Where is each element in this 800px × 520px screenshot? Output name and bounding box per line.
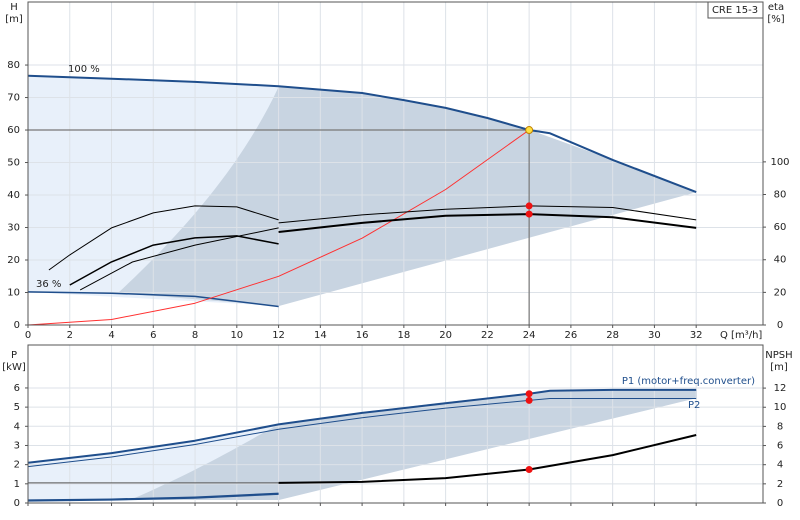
series-line bbox=[27, 493, 279, 502]
chart-title: CRE 15-3 bbox=[712, 5, 758, 16]
x-tick-label: 30 bbox=[648, 330, 661, 341]
operating-point bbox=[525, 465, 533, 473]
y2-tick-label: 10 bbox=[774, 402, 787, 413]
y2-tick-label: 80 bbox=[774, 189, 787, 200]
operating-point bbox=[525, 210, 533, 218]
y-tick-label: 70 bbox=[7, 93, 20, 104]
y2-tick-label: 40 bbox=[774, 255, 787, 266]
operating-point bbox=[525, 126, 534, 135]
y-axis-label: H bbox=[10, 2, 18, 13]
series-line bbox=[27, 291, 279, 308]
y-tick-label: 2 bbox=[14, 460, 20, 471]
y2-tick-label: 2 bbox=[777, 479, 783, 490]
x-tick-label: 12 bbox=[272, 330, 285, 341]
x-tick-label: 32 bbox=[690, 330, 703, 341]
y-tick-label: 20 bbox=[7, 255, 20, 266]
operating-point bbox=[525, 396, 533, 404]
y-axis-label: P bbox=[11, 350, 17, 361]
x-tick-label: 10 bbox=[230, 330, 243, 341]
y-tick-label: 40 bbox=[7, 190, 20, 201]
y2-tick-label: 20 bbox=[774, 287, 787, 298]
title-box bbox=[707, 1, 764, 19]
x-tick-label: 0 bbox=[25, 330, 31, 341]
y-tick-label: 4 bbox=[14, 421, 20, 432]
series-label: P2 bbox=[688, 400, 700, 411]
x-tick-label: 6 bbox=[150, 330, 156, 341]
y-tick-label: 6 bbox=[14, 383, 20, 394]
x-tick-label: 16 bbox=[356, 330, 369, 341]
y-tick-label: 3 bbox=[14, 440, 20, 451]
series-line bbox=[48, 205, 279, 271]
x-tick-label: 28 bbox=[606, 330, 619, 341]
y-tick-label: 30 bbox=[7, 223, 20, 234]
y2-axis-label: eta bbox=[768, 2, 784, 13]
series-line bbox=[69, 235, 279, 286]
series-line bbox=[27, 129, 530, 326]
y2-tick-label: 0 bbox=[777, 498, 783, 509]
y-tick-label: 10 bbox=[7, 288, 20, 299]
curve-label: 36 % bbox=[36, 279, 61, 290]
x-tick-label: 22 bbox=[481, 330, 494, 341]
y-tick-label: 0 bbox=[14, 498, 20, 509]
x-tick-label: 14 bbox=[314, 330, 327, 341]
x-tick-label: 4 bbox=[108, 330, 114, 341]
y2-tick-label: 0 bbox=[777, 320, 783, 331]
series-line bbox=[278, 434, 697, 484]
series-line bbox=[27, 388, 697, 464]
y2-axis-label: NPSH bbox=[765, 350, 792, 361]
plot-frame bbox=[27, 1, 764, 326]
x-tick-label: 24 bbox=[523, 330, 536, 341]
series-line bbox=[278, 205, 697, 224]
y2-axis-unit: [m] bbox=[770, 362, 788, 373]
series-line bbox=[27, 492, 279, 501]
x-tick-label: 26 bbox=[565, 330, 578, 341]
series-line bbox=[79, 227, 279, 291]
y-tick-label: 50 bbox=[7, 158, 20, 169]
y-axis-unit: [m] bbox=[5, 14, 23, 25]
y2-tick-label: 100 bbox=[770, 157, 789, 168]
operating-point bbox=[525, 390, 533, 398]
x-tick-label: 18 bbox=[397, 330, 410, 341]
series-label: P1 (motor+freq.converter) bbox=[622, 376, 755, 387]
y2-tick-label: 8 bbox=[777, 421, 783, 432]
series-line bbox=[278, 213, 697, 233]
x-tick-label: 8 bbox=[192, 330, 198, 341]
y-axis-unit: [kW] bbox=[2, 362, 26, 373]
y2-axis-unit: [%] bbox=[767, 14, 784, 25]
x-tick-label: 2 bbox=[67, 330, 73, 341]
x-axis-label: Q [m³/h] bbox=[720, 330, 762, 341]
series-line bbox=[27, 74, 697, 194]
curve-label: 100 % bbox=[68, 64, 100, 75]
y-tick-label: 1 bbox=[14, 479, 20, 490]
dark-range bbox=[118, 86, 697, 306]
y2-tick-label: 4 bbox=[777, 460, 783, 471]
x-tick-label: 20 bbox=[439, 330, 452, 341]
operating-point bbox=[525, 202, 533, 210]
y-tick-label: 60 bbox=[7, 125, 20, 136]
series-line bbox=[27, 398, 697, 468]
y2-tick-label: 12 bbox=[774, 383, 787, 394]
y2-tick-label: 6 bbox=[777, 441, 783, 452]
y-tick-label: 0 bbox=[14, 320, 20, 331]
y-tick-label: 5 bbox=[14, 402, 20, 413]
plot-frame bbox=[27, 344, 764, 504]
y2-tick-label: 60 bbox=[774, 222, 787, 233]
y-tick-label: 80 bbox=[7, 60, 20, 71]
